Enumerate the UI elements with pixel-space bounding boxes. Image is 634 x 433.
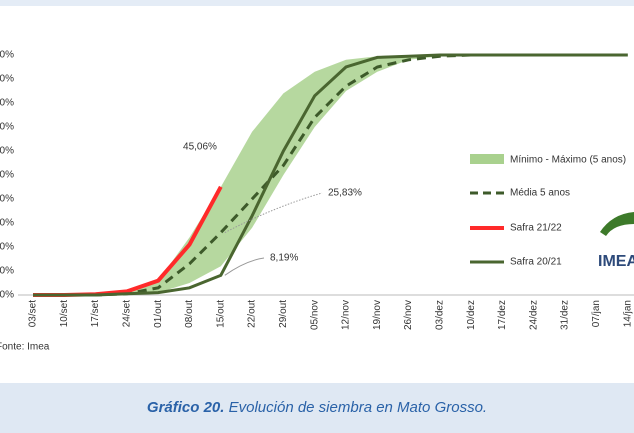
y-tick-label: 20% <box>0 242 14 253</box>
legend-label: Mínimo - Máximo (5 anos) <box>510 155 626 166</box>
annotation-leader <box>224 257 265 276</box>
caption-band <box>0 383 634 433</box>
caption-text: Evolución de siembra en Mato Grosso. <box>229 399 487 416</box>
y-tick-label: 70% <box>0 122 14 133</box>
annotation-leader <box>224 192 323 234</box>
y-tick-label: 40% <box>0 194 14 205</box>
x-tick-label: 24/set <box>122 300 133 327</box>
top-band <box>0 0 634 6</box>
caption-bold: Gráfico 20. <box>147 399 225 416</box>
x-tick-label: 31/dez <box>560 300 571 330</box>
y-tick-label: 80% <box>0 98 14 109</box>
x-tick-label: 24/dez <box>528 300 539 330</box>
annotation: 8,19% <box>270 253 298 264</box>
y-tick-label: 60% <box>0 146 14 157</box>
annotation: 45,06% <box>183 142 217 153</box>
x-tick-label: 15/out <box>215 300 226 328</box>
y-tick-label: 50% <box>0 170 14 181</box>
x-tick-label: 22/out <box>247 300 258 328</box>
x-tick-label: 10/set <box>59 300 70 327</box>
x-tick-label: 17/dez <box>497 300 508 330</box>
x-tick-label: 14/jan <box>622 300 633 327</box>
logo: IMEA <box>598 253 634 270</box>
legend-label: Média 5 anos <box>510 188 570 199</box>
source: Fonte: Imea <box>0 342 50 353</box>
x-tick-label: 08/out <box>184 300 195 328</box>
y-tick-label: 90% <box>0 74 14 85</box>
y-tick-label: 30% <box>0 218 14 229</box>
legend-label: Safra 20/21 <box>510 257 562 268</box>
x-tick-label: 12/nov <box>341 300 352 330</box>
x-tick-label: 03/dez <box>435 300 446 330</box>
annotation: 25,83% <box>328 188 362 199</box>
y-tick-label: 10% <box>0 266 14 277</box>
x-tick-label: 01/out <box>153 300 164 328</box>
logo-mark <box>600 212 634 236</box>
x-tick-label: 29/out <box>278 300 289 328</box>
y-tick-label: 0% <box>0 290 14 301</box>
x-tick-label: 07/jan <box>591 300 602 327</box>
x-tick-label: 05/nov <box>309 300 320 330</box>
x-tick-label: 03/set <box>28 300 39 327</box>
legend-swatch <box>470 154 504 164</box>
series-line <box>33 53 628 297</box>
x-tick-label: 26/nov <box>403 300 414 330</box>
x-tick-label: 19/nov <box>372 300 383 330</box>
x-tick-label: 10/dez <box>466 300 477 330</box>
x-tick-label: 17/set <box>90 300 101 327</box>
y-tick-label: 100% <box>0 50 14 61</box>
caption: Gráfico 20. Evolución de siembra en Mato… <box>147 399 487 416</box>
legend-label: Safra 21/22 <box>510 223 562 234</box>
